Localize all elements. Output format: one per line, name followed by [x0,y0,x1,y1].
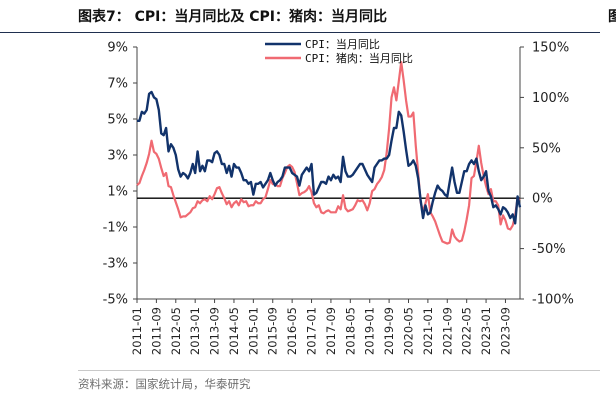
y-left-tick-label: -5% [103,293,128,308]
legend-label-cpi: CPI：当月同比 [305,37,380,51]
x-tick-label: 2011-09 [149,307,163,355]
x-tick-label: 2015-01 [246,307,260,355]
x-tick-label: 2013-09 [208,307,222,355]
y-left-tick-label: -1% [103,221,128,236]
x-tick-label: 2016-05 [285,307,299,355]
x-tick-label: 2017-01 [305,307,319,355]
x-tick-label: 2017-09 [324,307,338,355]
x-tick-label: 2012-05 [169,307,183,355]
x-tick-label: 2023-09 [498,307,512,355]
x-tick-label: 2021-09 [440,307,454,355]
x-tick-label: 2019-09 [382,307,396,355]
pork-cpi-yoy-series-line [136,61,521,245]
x-tick-label: 2021-01 [421,307,435,355]
figure-header: 图表7： CPI：当月同比及 CPI：猪肉：当月同比 图 [0,0,616,33]
source-note: 资料来源：国家统计局，华泰研究 [78,377,251,391]
footer-divider [78,370,600,371]
x-tick-label: 2022-05 [460,307,474,355]
figure-title: 图表7： CPI：当月同比及 CPI：猪肉：当月同比 [78,9,387,25]
x-tick-label: 2011-01 [130,307,144,355]
x-tick-label: 2018-05 [343,307,357,355]
cpi-yoy-series-line [137,90,522,225]
x-tick-label: 2023-01 [479,307,493,355]
y-left-tick-label: 5% [107,113,128,128]
y-right-tick-label: 150% [532,41,569,56]
legend-label-pork: CPI：猪肉：当月同比 [305,51,413,65]
y-right-tick-label: 50% [532,141,561,156]
y-left-tick-label: 9% [107,41,128,56]
x-tick-label: 2014-05 [227,307,241,355]
cropped-next-figure-label: 图 [608,9,616,25]
y-left-tick-label: 7% [107,77,128,92]
x-tick-label: 2020-05 [401,307,415,355]
y-left-tick-label: -3% [103,257,128,272]
x-tick-label: 2015-09 [266,307,280,355]
y-left-tick-label: 3% [107,149,128,164]
x-tick-label: 2013-01 [188,307,202,355]
x-tick-label: 2019-01 [363,307,377,355]
y-left-tick-label: 1% [107,185,128,200]
y-right-tick-label: -50% [532,242,566,257]
y-right-tick-label: -100% [532,293,574,308]
y-right-tick-label: 0% [532,192,553,207]
y-right-tick-label: 100% [532,91,569,106]
